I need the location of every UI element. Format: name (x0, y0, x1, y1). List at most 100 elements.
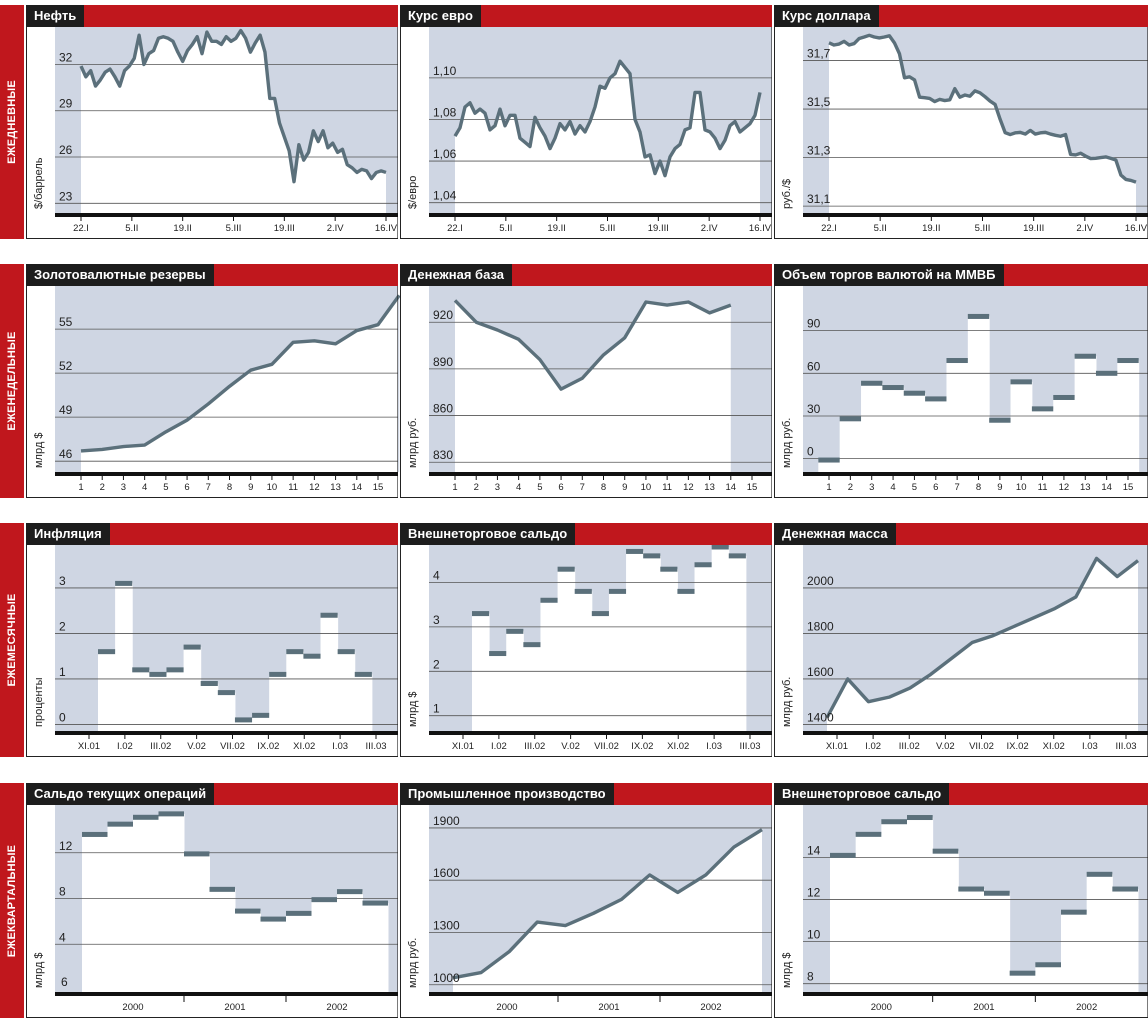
bar-column (166, 669, 185, 731)
y-tick-label: 920 (433, 308, 453, 322)
x-tick-label: 16.IV (749, 223, 772, 234)
step-bar (260, 916, 286, 922)
x-tick-label: 2 (100, 482, 105, 493)
x-tick-label: 13 (704, 482, 715, 493)
y-tick-label: 1,08 (433, 105, 457, 119)
x-tick-label: 10 (267, 482, 278, 493)
step-bar (1095, 370, 1118, 376)
x-tick-label: V.02 (187, 741, 206, 752)
bar-column (184, 853, 210, 992)
y-tick-label: 90 (807, 317, 821, 331)
y-tick-label: 1,10 (433, 64, 457, 78)
bar-column (608, 591, 627, 731)
y-tick-label: 26 (59, 143, 73, 157)
x-axis-bar (803, 731, 1148, 735)
x-tick-label: 15 (1123, 482, 1134, 493)
bar-column (260, 919, 287, 992)
x-tick-label: 2001 (598, 1002, 619, 1013)
x-tick-label: I.03 (1082, 741, 1098, 752)
series-line (825, 556, 1140, 719)
step-bar (82, 831, 108, 837)
x-tick-label: 7 (206, 482, 211, 493)
step-bar (1074, 353, 1096, 359)
step-bar (660, 566, 678, 572)
x-tick-label: 10 (641, 482, 652, 493)
y-tick-label: 31,7 (807, 47, 831, 61)
bar-column (958, 889, 985, 992)
y-axis-label: $/баррель (33, 157, 45, 209)
y-tick-label: 2 (433, 657, 440, 671)
step-bar (591, 611, 609, 617)
bar-column (984, 893, 1011, 992)
chart-svg: 23 26 29 32 $/баррель 22.I 5.II 19.II 5.III 19.II… (26, 27, 398, 239)
x-tick-label: III.02 (150, 741, 171, 752)
step-bar (320, 612, 338, 618)
y-tick-label: 1600 (807, 665, 834, 679)
chart-euro-rate: 1,04 1,06 1,08 1,10 $/евро 22.I 5.II 19.II 5.III… (400, 5, 772, 239)
y-axis-label: проценты (33, 677, 45, 727)
step-bar (1112, 886, 1138, 892)
title-bar: Объем торгов валютой на ММВБ (774, 264, 1148, 286)
bar-column (286, 913, 312, 992)
x-tick-label: 19.III (1023, 223, 1044, 234)
chart-monetary-base: 830 860 890 920 млрд руб. 1 2 3 4 5 6 7 8 9 10 11 12 13 14… (400, 264, 772, 498)
x-tick-label: 13 (330, 482, 341, 493)
ylabel-strip (26, 286, 55, 498)
row-label-weekly: ЕЖЕНЕДЕЛЬНЫЕ (0, 264, 24, 498)
y-axis-label: млрд $ (33, 953, 45, 988)
x-tick-label: 11 (662, 482, 672, 493)
step-bar (861, 380, 883, 386)
bar-column (1061, 912, 1088, 992)
bar-column (133, 817, 159, 992)
bar-column (489, 653, 507, 731)
ylabel-strip (26, 805, 55, 1018)
shaded-area (803, 27, 1148, 213)
x-tick-label: 2.IV (701, 223, 719, 234)
bar-column (660, 569, 678, 731)
step-bar (1010, 379, 1032, 385)
series-line (79, 28, 387, 184)
bar-column (907, 817, 934, 992)
x-axis-bar (429, 213, 772, 217)
step-bar (183, 644, 201, 650)
x-tick-label: 2002 (700, 1002, 721, 1013)
y-tick-label: 830 (433, 448, 453, 462)
step-bar (1061, 909, 1087, 915)
bar-column (217, 692, 236, 731)
bar-column (209, 889, 236, 992)
bar-column (1112, 889, 1139, 992)
y-tick-label: 4 (433, 569, 440, 583)
chart-dollar-rate: 31,1 31,3 31,5 31,7 руб./$ 22.I 5.II 19.II 5.III… (774, 5, 1148, 239)
y-tick-label: 2 (59, 619, 66, 633)
chart-title: Денежная масса (774, 523, 896, 545)
step-bar (1117, 358, 1139, 364)
y-tick-label: 1300 (433, 918, 460, 932)
step-bar (506, 628, 524, 634)
y-tick-label: 6 (61, 975, 68, 989)
y-tick-label: 0 (59, 710, 66, 724)
x-tick-label: I.03 (706, 741, 722, 752)
x-tick-label: 12 (1059, 482, 1070, 493)
bar-column (1095, 373, 1118, 472)
step-bar (839, 416, 862, 422)
step-bar (158, 811, 184, 817)
step-bar (925, 396, 947, 402)
bar-column (881, 821, 908, 992)
x-tick-label: 4 (516, 482, 521, 493)
y-tick-label: 3 (433, 613, 440, 627)
step-bar (269, 671, 287, 677)
x-tick-label: 1 (826, 482, 831, 493)
chart-title: Курс евро (400, 5, 481, 27)
step-bar (958, 886, 984, 892)
step-bar (133, 814, 159, 820)
step-bar (311, 897, 337, 903)
step-bar (1053, 394, 1075, 400)
x-tick-label: 8 (976, 482, 981, 493)
x-tick-label: 14 (1101, 482, 1112, 493)
x-tick-label: 5.III (226, 223, 242, 234)
title-bar: Внешнеторговое сальдо (774, 783, 1148, 805)
y-tick-label: 1800 (807, 619, 834, 633)
bar-column (286, 651, 304, 731)
